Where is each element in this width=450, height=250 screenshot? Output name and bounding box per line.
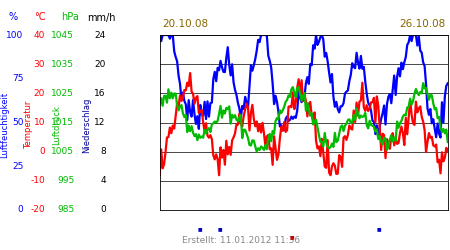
Text: 995: 995 — [57, 176, 74, 185]
Text: Temperatur: Temperatur — [24, 101, 33, 149]
Text: 75: 75 — [12, 74, 23, 83]
Text: 24: 24 — [94, 30, 106, 40]
Text: 100: 100 — [6, 30, 23, 40]
Text: %: % — [8, 12, 17, 22]
Text: 0: 0 — [39, 147, 45, 156]
Text: Erstellt: 11.01.2012 11:36: Erstellt: 11.01.2012 11:36 — [182, 236, 301, 245]
Text: 0: 0 — [18, 206, 23, 214]
Text: 12: 12 — [94, 118, 106, 127]
Text: 1025: 1025 — [51, 89, 74, 98]
Text: 50: 50 — [12, 118, 23, 127]
Text: 1015: 1015 — [51, 118, 74, 127]
Text: 1005: 1005 — [51, 147, 74, 156]
Text: ■: ■ — [290, 234, 295, 239]
Text: 26.10.08: 26.10.08 — [399, 19, 446, 29]
Text: 20.10.08: 20.10.08 — [162, 19, 208, 29]
Text: 4: 4 — [100, 176, 106, 185]
Text: Niederschlag: Niederschlag — [82, 97, 91, 153]
Text: Luftdruck: Luftdruck — [52, 105, 61, 145]
Text: 30: 30 — [33, 60, 45, 69]
Text: 40: 40 — [34, 30, 45, 40]
Text: hPa: hPa — [61, 12, 79, 22]
Text: 1035: 1035 — [51, 60, 74, 69]
Text: 16: 16 — [94, 89, 106, 98]
Text: -20: -20 — [31, 206, 45, 214]
Text: ■: ■ — [376, 226, 381, 231]
Text: -10: -10 — [30, 176, 45, 185]
Text: 1045: 1045 — [51, 30, 74, 40]
Text: 0: 0 — [100, 206, 106, 214]
Text: mm/h: mm/h — [87, 12, 116, 22]
Text: ■: ■ — [198, 226, 203, 231]
Text: Luftfeuchtigkeit: Luftfeuchtigkeit — [0, 92, 9, 158]
Text: 10: 10 — [33, 118, 45, 127]
Text: 20: 20 — [94, 60, 106, 69]
Text: ■: ■ — [218, 226, 223, 231]
Text: 25: 25 — [12, 162, 23, 171]
Text: 20: 20 — [34, 89, 45, 98]
Text: 985: 985 — [57, 206, 74, 214]
Text: °C: °C — [34, 12, 45, 22]
Text: 8: 8 — [100, 147, 106, 156]
